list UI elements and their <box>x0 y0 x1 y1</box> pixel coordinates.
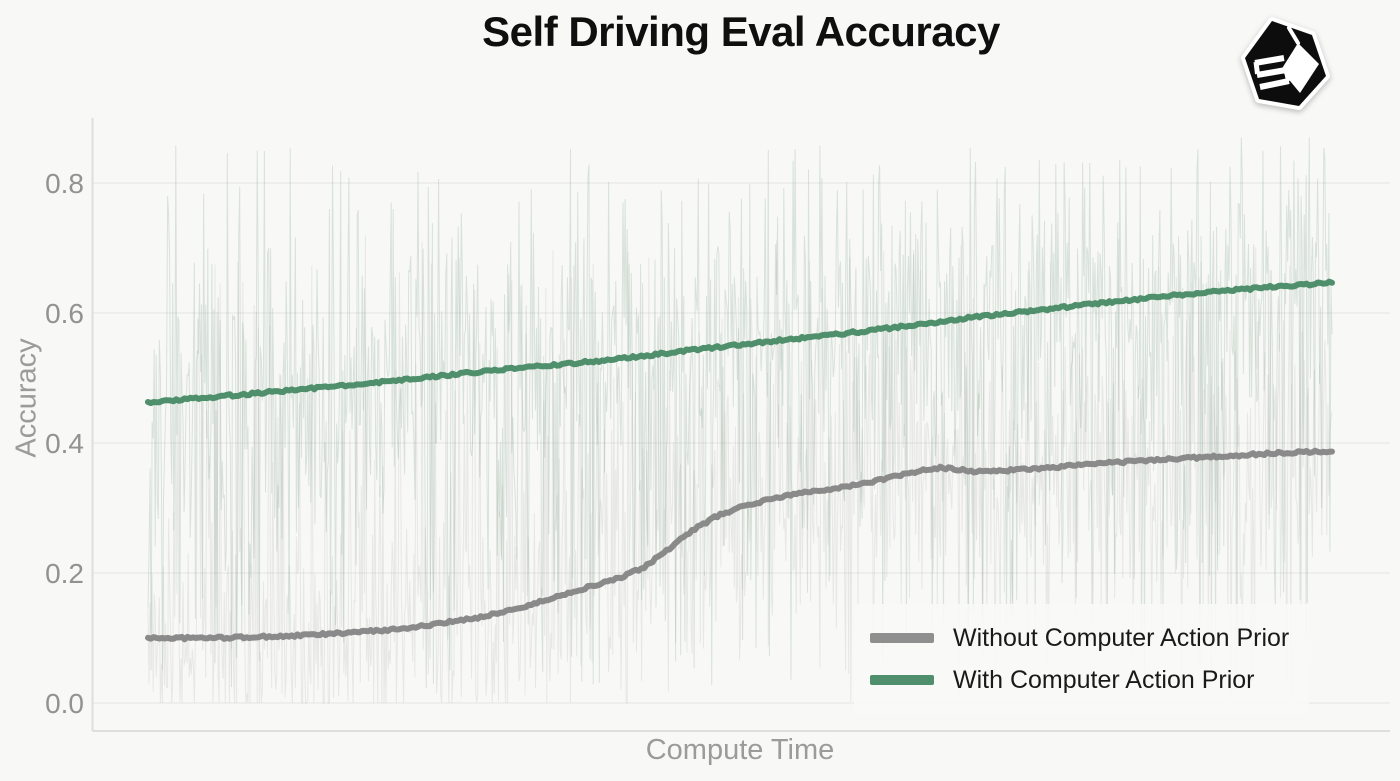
y-axis-tick-label: 0.0 <box>45 688 84 719</box>
chart-legend: Without Computer Action Prior With Compu… <box>854 604 1310 714</box>
legend-label: With Computer Action Prior <box>953 665 1255 694</box>
legend-label: Without Computer Action Prior <box>953 623 1290 652</box>
y-axis-tick-label: 0.2 <box>45 558 84 589</box>
legend-swatch-gray <box>870 633 934 643</box>
series-line-with-prior <box>145 278 1335 407</box>
series-line-without-prior <box>145 447 1335 643</box>
legend-item-with-prior: With Computer Action Prior <box>870 660 1289 700</box>
brand-cube-logo-icon <box>1241 17 1330 110</box>
y-axis-tick-label: 0.8 <box>45 168 84 199</box>
chart-title: Self Driving Eval Accuracy <box>482 8 1000 55</box>
y-axis-tick-label: 0.6 <box>45 298 84 329</box>
y-axis-label: Accuracy <box>10 338 43 458</box>
legend-swatch-green <box>870 675 934 685</box>
x-axis-label: Compute Time <box>645 734 835 766</box>
y-axis-tick-label: 0.4 <box>45 428 84 459</box>
legend-item-without-prior: Without Computer Action Prior <box>870 618 1289 658</box>
